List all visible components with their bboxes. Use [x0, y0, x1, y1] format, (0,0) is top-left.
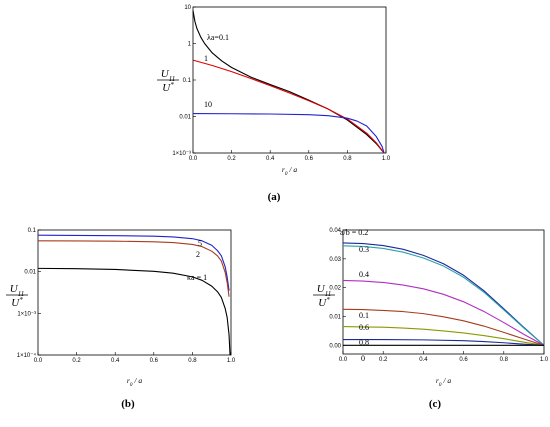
- chart-3: 0.0 0.2 0.4 0.6 0.8 1.0 0.00 0.01 0.02 0.03 0.04 a/…: [313, 228, 549, 410]
- x-tick-label: 0.2: [227, 156, 236, 162]
- series-line-2: [37, 240, 230, 297]
- y-tick-label: 1: [188, 42, 192, 48]
- x-tick-label: 0.4: [111, 358, 120, 364]
- series-line-4: [342, 308, 545, 346]
- y-tick-label: 0.00: [329, 343, 341, 349]
- x-tick-label: 0.0: [189, 156, 198, 162]
- series-line-3: [192, 113, 385, 154]
- y-axis-label-denominator: U*: [162, 81, 174, 94]
- x-tick-label: 0.0: [339, 357, 348, 363]
- curve-label-7: 0: [361, 354, 365, 363]
- y-tick-label: 0.01: [24, 270, 36, 276]
- curve-label-1: 5: [198, 239, 202, 248]
- x-tick-label: 0.6: [150, 358, 159, 364]
- y-tick-label: 0.04: [329, 228, 341, 234]
- curve-label-2: 1: [204, 54, 208, 63]
- panel-caption: (b): [121, 398, 135, 410]
- plot-frame: [192, 6, 387, 154]
- y-tick-label: 0.1: [28, 228, 37, 234]
- y-axis-label-denominator: U*: [318, 296, 330, 309]
- x-axis-label: r0 / a: [282, 165, 298, 177]
- x-tick-label: 0.2: [379, 357, 388, 363]
- x-tick-label: 0.0: [34, 358, 43, 364]
- y-tick-label: 0.1: [183, 78, 192, 84]
- x-axis-label: r0 / a: [436, 376, 452, 388]
- plot-frame: [342, 229, 545, 355]
- curve-label-1: λa=0.1: [207, 33, 229, 42]
- chart-2: 0.0 0.2 0.4 0.6 0.8 1.0 1×10⁻⁴ 1×10⁻³ 0.01 0.1 5 2 κ…: [6, 228, 236, 410]
- x-tick-label: 1.0: [540, 357, 549, 363]
- curve-label-1: a/b = 0.2: [340, 228, 368, 237]
- y-tick-label: 1×10⁻⁴: [17, 352, 37, 359]
- plot-frame: [37, 229, 232, 356]
- y-tick-label: 0.01: [179, 115, 191, 121]
- y-axis-label-denominator: U*: [11, 296, 23, 309]
- y-tick-label: 1×10⁻³: [172, 151, 191, 157]
- x-axis-label: r0 / a: [127, 376, 143, 388]
- x-tick-label: 0.6: [459, 357, 468, 363]
- series-line-3: [342, 279, 545, 346]
- x-tick-label: 0.2: [72, 358, 81, 364]
- series-line-1: [37, 234, 230, 291]
- curve-label-3: 10: [204, 100, 212, 109]
- series-line-2: [192, 59, 385, 154]
- panel-caption: (a): [268, 191, 281, 203]
- x-tick-label: 0.4: [419, 357, 428, 363]
- series-line-6: [343, 339, 545, 346]
- x-tick-label: 0.8: [188, 358, 197, 364]
- panel-caption: (c): [429, 398, 442, 410]
- y-tick-label: 0.03: [329, 257, 341, 263]
- curve-label-2: 2: [196, 250, 200, 259]
- x-tick-label: 0.4: [266, 156, 275, 162]
- curve-label-3: κa = 1: [187, 273, 207, 282]
- y-tick-label: 0.02: [329, 286, 341, 292]
- curve-label-4: 0.1: [359, 311, 369, 320]
- series-line-3: [37, 267, 231, 356]
- y-tick-label: 0.01: [329, 315, 341, 321]
- x-tick-label: 1.0: [382, 156, 391, 162]
- series-line-1: [192, 10, 385, 154]
- curve-label-2: 0.3: [359, 245, 369, 254]
- series-line-1: [342, 242, 545, 346]
- y-tick-label: 10: [184, 5, 191, 11]
- x-tick-label: 0.6: [305, 156, 314, 162]
- curve-label-5: 0.6: [359, 323, 369, 332]
- curve-label-6: 0.8: [359, 338, 369, 347]
- x-tick-label: 0.8: [500, 357, 509, 363]
- series-line-5: [342, 326, 545, 346]
- y-tick-label: 1×10⁻³: [17, 311, 36, 317]
- curve-label-3: 0.4: [359, 270, 369, 279]
- series-line-2: [342, 245, 545, 346]
- x-tick-label: 1.0: [227, 358, 236, 364]
- x-tick-label: 0.8: [343, 156, 352, 162]
- chart-1: 0.0 0.2 0.4 0.6 0.8 1.0 1×10⁻³ 0.01 0.1 1 10 λa=0.1…: [157, 5, 391, 203]
